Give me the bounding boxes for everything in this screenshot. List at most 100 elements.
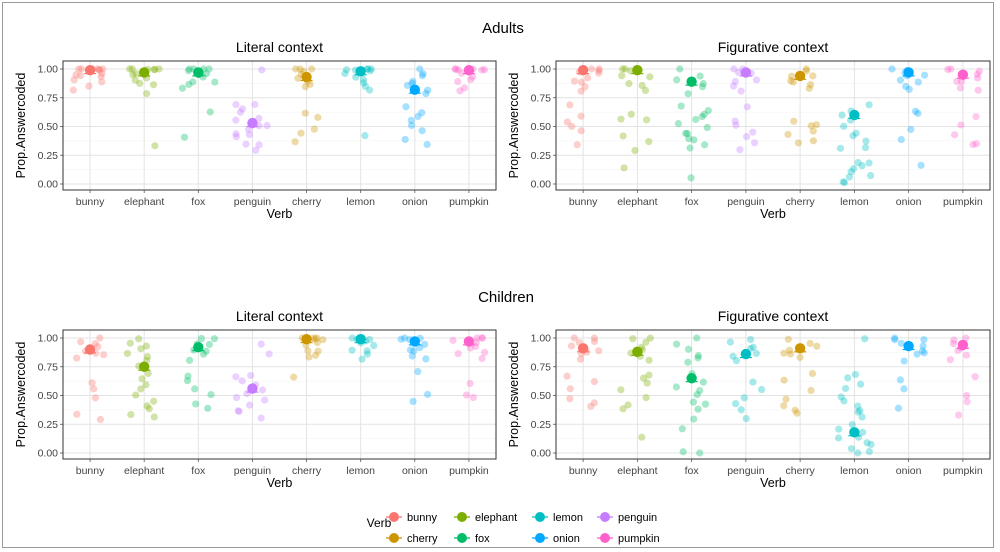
data-point: [422, 90, 430, 98]
data-point: [149, 81, 158, 89]
data-point: [698, 83, 707, 91]
data-point: [424, 86, 432, 94]
y-tick-label: 0.00: [531, 179, 552, 191]
data-point: [859, 428, 867, 436]
data-point: [98, 78, 106, 86]
data-point: [451, 65, 460, 73]
data-point: [456, 87, 464, 95]
data-point: [841, 384, 850, 393]
data-point: [138, 375, 146, 383]
data-point: [907, 125, 915, 134]
data-point: [696, 449, 704, 457]
data-point: [749, 343, 757, 351]
data-point: [856, 380, 865, 388]
data-point: [956, 84, 965, 92]
legend-key-point: [600, 512, 610, 522]
data-point: [888, 65, 896, 73]
data-point: [802, 65, 810, 73]
data-point: [232, 133, 240, 141]
data-point: [246, 401, 254, 409]
data-point: [840, 122, 848, 130]
data-point: [785, 346, 794, 354]
mean-point: [463, 64, 475, 76]
panel-title: Figurative context: [718, 308, 829, 324]
data-point: [834, 434, 843, 442]
data-point: [690, 415, 698, 423]
x-tick-label: elephant: [124, 196, 164, 208]
mean-point: [247, 383, 258, 394]
mean-point: [355, 66, 366, 77]
x-tick-label: onion: [402, 465, 428, 477]
data-point: [780, 402, 788, 410]
legend-key-point: [389, 512, 399, 522]
data-point: [617, 386, 625, 394]
group-title-adults: Adults: [482, 20, 524, 37]
legend-key-point: [389, 533, 399, 543]
data-point: [619, 405, 627, 413]
data-point: [238, 105, 247, 113]
legend-item-elephant: elephant: [454, 512, 517, 524]
y-tick-label: 0.25: [38, 419, 59, 431]
data-point: [646, 334, 654, 342]
data-point: [595, 67, 603, 75]
data-point: [409, 77, 417, 85]
data-point: [263, 121, 271, 130]
data-point: [410, 347, 418, 355]
data-point: [454, 77, 462, 86]
data-point: [595, 65, 603, 73]
data-point: [265, 350, 273, 358]
data-point: [752, 76, 761, 84]
data-point: [617, 115, 625, 123]
data-point: [590, 399, 598, 407]
data-point: [301, 109, 309, 117]
data-point: [422, 355, 430, 363]
data-point: [749, 378, 757, 386]
data-point: [784, 335, 792, 343]
data-point: [206, 108, 214, 116]
data-point: [454, 66, 462, 74]
data-point: [914, 78, 922, 86]
data-point: [731, 117, 739, 125]
data-point: [701, 400, 710, 408]
data-point: [359, 75, 367, 84]
data-point: [478, 334, 486, 342]
panel-title: Figurative context: [718, 39, 829, 55]
data-point: [694, 352, 703, 360]
data-point: [856, 407, 864, 415]
data-point: [732, 356, 740, 365]
data-point: [95, 66, 103, 74]
data-point: [645, 356, 653, 364]
data-point: [408, 352, 416, 360]
x-tick-label: fox: [685, 196, 700, 208]
y-tick-label: 0.25: [531, 419, 552, 431]
data-point: [77, 65, 86, 73]
data-point: [750, 139, 759, 147]
data-point: [954, 411, 963, 419]
data-point: [742, 414, 750, 423]
data-point: [191, 385, 199, 393]
data-point: [232, 373, 240, 381]
data-point: [406, 346, 415, 354]
data-point: [458, 69, 466, 77]
mean-point: [686, 76, 697, 87]
data-point: [786, 350, 795, 358]
panel-title: Literal context: [236, 308, 323, 324]
data-point: [566, 395, 574, 403]
legend-item-cherry: cherry: [386, 533, 438, 545]
legend-label: fox: [475, 533, 490, 545]
data-point: [319, 336, 327, 344]
group-title-children: Children: [478, 289, 534, 306]
data-point: [645, 371, 653, 379]
data-point: [914, 109, 922, 118]
data-point: [85, 82, 93, 90]
data-point: [185, 80, 193, 89]
data-point: [126, 65, 134, 73]
data-point: [403, 81, 412, 89]
y-axis-label: Prop.Answercoded: [507, 73, 521, 179]
y-axis-label: Prop.Answercoded: [14, 342, 28, 448]
data-point: [364, 65, 372, 73]
data-point: [642, 394, 650, 402]
data-point: [734, 68, 743, 77]
y-tick-label: 0.25: [38, 150, 59, 162]
data-point: [789, 78, 797, 86]
